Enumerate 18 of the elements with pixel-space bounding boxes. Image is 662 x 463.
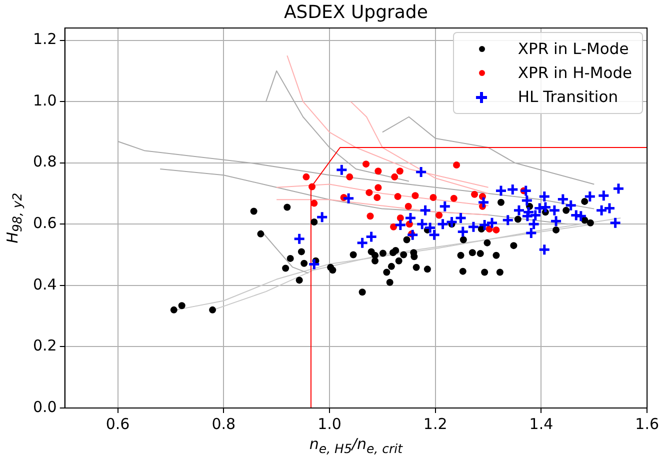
y-tick-label: 0.6 [32, 214, 57, 232]
x-tick-label: 1.2 [423, 414, 448, 433]
y-tick-label: 0.8 [32, 152, 57, 171]
legend-label: XPR in H-Mode [518, 64, 632, 82]
y-tick-label: 1.2 [32, 30, 57, 48]
x-tick-label: 0.8 [212, 414, 236, 433]
y-tick-label: 1.0 [32, 91, 57, 110]
y-tick-label: 0.0 [32, 398, 57, 416]
legend-label: XPR in L-Mode [518, 40, 629, 58]
x-tick-label: 1.4 [529, 414, 554, 433]
x-tick-label: 1.6 [635, 414, 659, 433]
chart-title: ASDEX Upgrade [282, 2, 429, 23]
legend-label: HL Transition [518, 88, 618, 106]
x-tick-label: 1.0 [318, 414, 342, 433]
x-axis-title: n$_{e, H5}$/n$_{e, crit}$ [308, 435, 404, 456]
y-tick-label: 0.4 [32, 275, 57, 294]
y-tick-label: 0.2 [32, 336, 57, 355]
x-tick-label: 0.6 [106, 414, 130, 433]
